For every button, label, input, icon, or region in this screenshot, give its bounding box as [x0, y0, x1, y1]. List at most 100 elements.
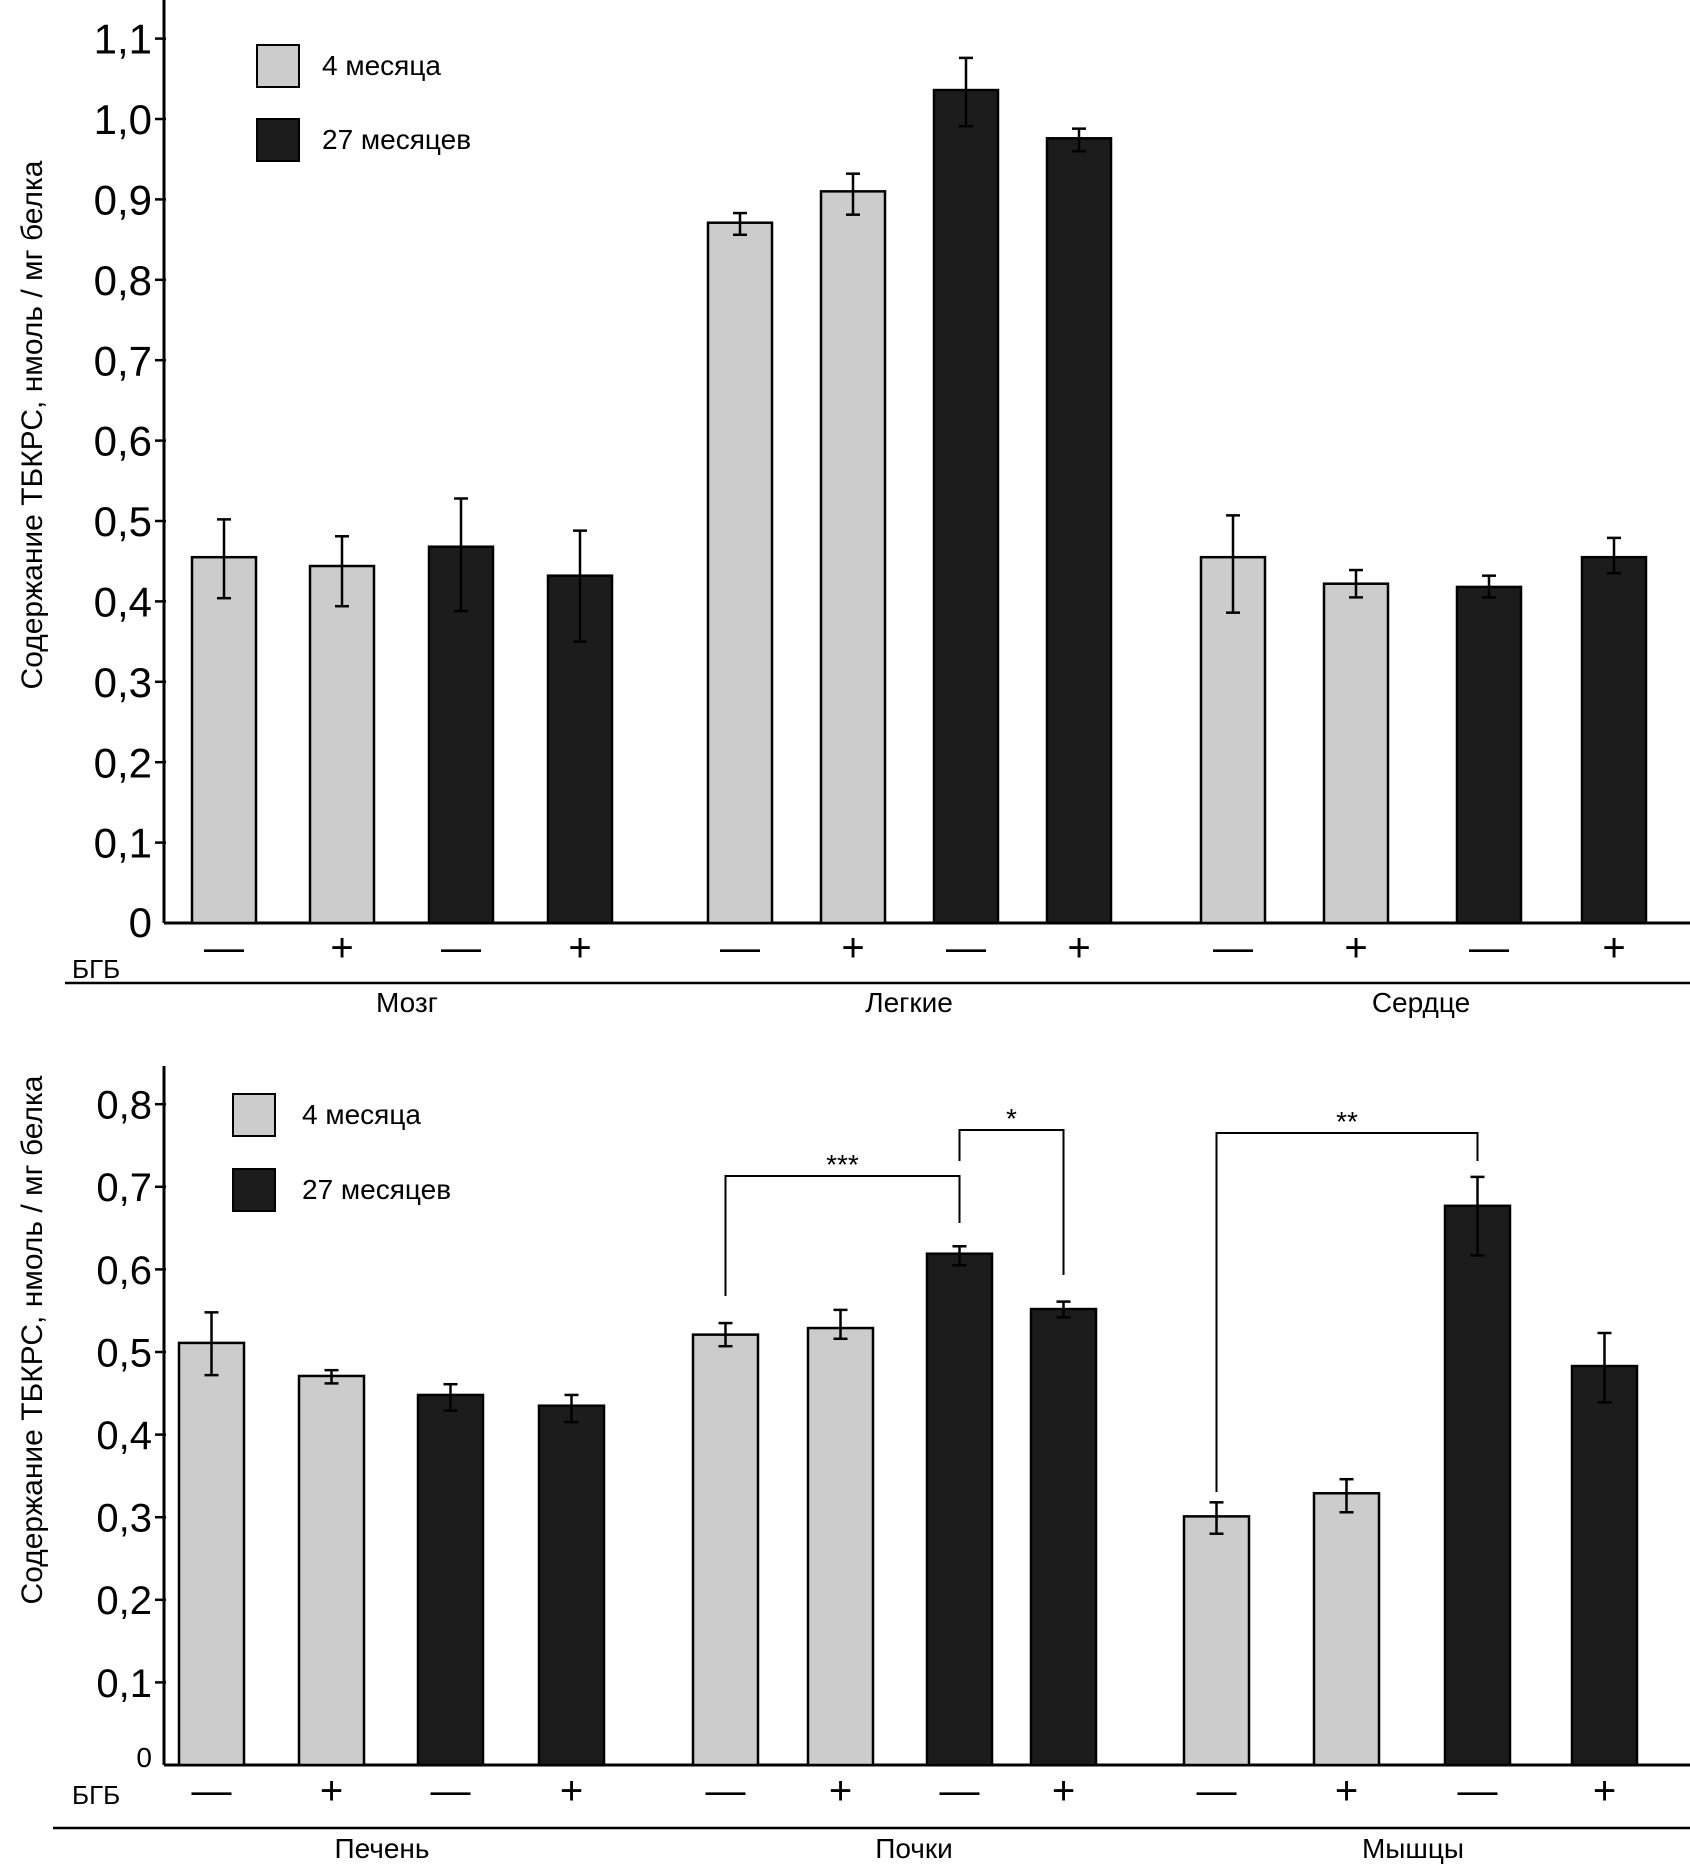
legend-label: 4 месяца: [322, 50, 441, 81]
bar: [1580, 555, 1648, 925]
bar: [308, 564, 376, 925]
significance-bracket: [1215, 1132, 1479, 1492]
bar: [925, 1252, 994, 1767]
bar: [706, 221, 774, 925]
bar: [190, 555, 258, 925]
legend-label: 27 месяцев: [322, 124, 471, 155]
treatment-sign: +: [568, 926, 591, 970]
y-tick-label: 0,5: [94, 498, 152, 545]
bar-group: — + — +Легкие: [706, 56, 1113, 1018]
y-tick-label: 0: [129, 899, 152, 946]
y-tick-label: 0,7: [94, 337, 152, 384]
y-tick-label: 0,8: [94, 257, 152, 304]
legend-label: 27 месяцев: [302, 1174, 451, 1205]
legend-swatch-27-months: [256, 118, 300, 162]
bar: [297, 1374, 366, 1767]
treatment-sign: +: [1067, 926, 1090, 970]
treatment-sign: —: [1458, 1769, 1498, 1813]
treatment-sign: +: [1335, 1769, 1358, 1813]
bar-group: — + — + Печень: [177, 1311, 606, 1864]
bar: [932, 88, 1000, 925]
bar-group: — + — +Мышцы: [1182, 1175, 1639, 1864]
treatment-sign: —: [1213, 926, 1253, 970]
treatment-sign: +: [320, 1769, 343, 1813]
bar: [1455, 585, 1523, 925]
treatment-label: БГБ: [72, 954, 120, 984]
chart-top-panel: 0 0,1 0,2 0,3 0,4 0,5 0,6 0,7 0,8 0,9 1,0 1,1 Содерж…: [16, 0, 1690, 1018]
significance-bracket: [958, 1129, 1065, 1275]
significance-label: *: [1006, 1103, 1017, 1134]
bar: [1443, 1204, 1512, 1767]
y-tick-label: 0,1: [94, 820, 152, 867]
treatment-sign: —: [192, 1769, 232, 1813]
bar: [1045, 137, 1113, 925]
bar: [819, 190, 887, 925]
significance-label: ***: [826, 1149, 859, 1180]
treatment-sign: +: [1602, 926, 1625, 970]
treatment-sign: —: [431, 1769, 471, 1813]
bar: [806, 1326, 875, 1767]
bar-group: — + — + Мозг: [190, 497, 614, 1018]
legend-swatch-27-months: [232, 1168, 276, 1212]
y-tick-label: 0: [136, 1742, 152, 1773]
y-tick-label: 0,4: [94, 579, 152, 626]
treatment-sign: +: [1593, 1769, 1616, 1813]
legend-swatch-4-months: [256, 44, 300, 88]
bar: [537, 1404, 606, 1767]
y-tick-label: 0,3: [94, 659, 152, 706]
treatment-sign: —: [441, 926, 481, 970]
treatment-label: БГБ: [72, 1780, 120, 1810]
treatment-sign: +: [841, 926, 864, 970]
legend: 4 месяца 27 месяцев: [256, 44, 471, 162]
bar: [1029, 1307, 1098, 1767]
bar: [1570, 1364, 1639, 1767]
group-label: Мозг: [376, 987, 438, 1018]
legend-label: 4 месяца: [302, 1099, 421, 1130]
group-label: Мышцы: [1362, 1833, 1464, 1864]
y-tick-label: 1,1: [94, 16, 152, 63]
bar: [416, 1393, 485, 1767]
y-tick-label: 0,2: [94, 739, 152, 786]
bar: [1182, 1515, 1251, 1767]
chart-bottom-panel: 0 0,1 0,2 0,3 0,4 0,5 0,6 0,7 0,8 Содержание ТБКР…: [16, 1066, 1690, 1864]
y-tick-label: 0,4: [96, 1414, 152, 1458]
treatment-sign: —: [706, 1769, 746, 1813]
group-label: Сердце: [1372, 987, 1470, 1018]
y-tick-label: 0,5: [96, 1331, 152, 1375]
y-tick-label: 0,8: [96, 1084, 152, 1128]
treatment-sign: +: [1052, 1769, 1075, 1813]
y-tick-label: 0,2: [96, 1579, 152, 1623]
y-tick-label: 0,1: [96, 1662, 152, 1706]
treatment-sign: +: [560, 1769, 583, 1813]
bar: [177, 1341, 246, 1767]
group-label: Легкие: [865, 987, 953, 1018]
y-axis-label: Содержание ТБКРС, нмоль / мг белка: [16, 1075, 49, 1604]
bar-group: — + — +Сердце: [1199, 514, 1648, 1018]
treatment-sign: +: [330, 926, 353, 970]
treatment-sign: +: [829, 1769, 852, 1813]
bar: [1322, 582, 1390, 925]
bar: [691, 1333, 760, 1767]
significance-label: **: [1336, 1106, 1358, 1137]
y-tick-label: 0,6: [94, 418, 152, 465]
group-label: Печень: [335, 1833, 430, 1864]
treatment-sign: —: [720, 926, 760, 970]
treatment-sign: —: [204, 926, 244, 970]
treatment-sign: —: [946, 926, 986, 970]
y-tick-label: 1,0: [94, 96, 152, 143]
y-axis-label: Содержание ТБКРС, нмоль / мг белка: [16, 160, 49, 689]
legend: 4 месяца 27 месяцев: [232, 1093, 451, 1212]
treatment-sign: +: [1344, 926, 1367, 970]
bar: [1312, 1491, 1381, 1767]
group-label: Почки: [875, 1833, 953, 1864]
y-tick-label: 0,6: [96, 1249, 152, 1293]
significance-bracket: [724, 1175, 961, 1296]
treatment-sign: —: [1197, 1769, 1237, 1813]
bar-group: — + — + Почки: [691, 1245, 1098, 1864]
treatment-sign: —: [1469, 926, 1509, 970]
y-tick-label: 0,9: [94, 177, 152, 224]
y-tick-label: 0,7: [96, 1166, 152, 1210]
legend-swatch-4-months: [232, 1093, 276, 1137]
treatment-sign: —: [940, 1769, 980, 1813]
